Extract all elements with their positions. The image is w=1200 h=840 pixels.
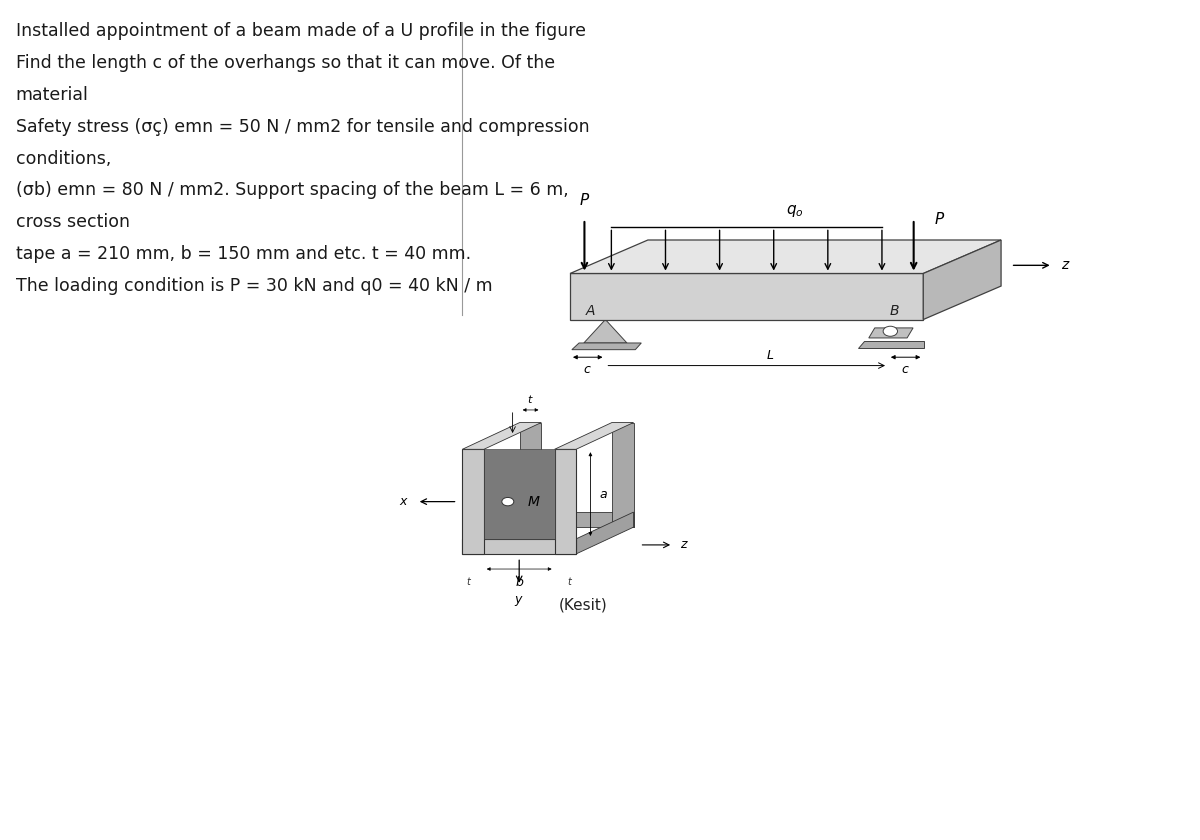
Polygon shape [576, 512, 634, 554]
Polygon shape [520, 423, 541, 528]
Text: $z$: $z$ [1061, 259, 1070, 272]
Text: $z$: $z$ [680, 538, 689, 551]
Text: tape a = 210 mm, b = 150 mm and etc. t = 40 mm.: tape a = 210 mm, b = 150 mm and etc. t =… [16, 245, 470, 263]
Text: $L$: $L$ [767, 349, 775, 362]
Text: $B$: $B$ [888, 304, 899, 318]
Text: $t$: $t$ [566, 575, 572, 587]
Text: $P$: $P$ [935, 212, 946, 228]
Text: $y$: $y$ [515, 594, 524, 608]
Polygon shape [484, 449, 554, 539]
Polygon shape [554, 423, 634, 449]
Text: cross section: cross section [16, 213, 130, 231]
Text: conditions,: conditions, [16, 150, 112, 167]
Polygon shape [570, 274, 923, 319]
Text: (σb) emn = 80 N / mm2. Support spacing of the beam L = 6 m,: (σb) emn = 80 N / mm2. Support spacing o… [16, 181, 569, 199]
Circle shape [883, 326, 898, 336]
Text: $q_o$: $q_o$ [786, 203, 803, 219]
Text: $x$: $x$ [398, 495, 408, 508]
Text: $b$: $b$ [515, 575, 524, 589]
Text: $M$: $M$ [527, 495, 540, 509]
Polygon shape [858, 341, 924, 348]
Text: Find the length c of the overhangs so that it can move. Of the: Find the length c of the overhangs so th… [16, 54, 554, 72]
Text: Installed appointment of a beam made of a U profile in the figure: Installed appointment of a beam made of … [16, 23, 586, 40]
Text: Safety stress (σç) emn = 50 N / mm2 for tensile and compression: Safety stress (σç) emn = 50 N / mm2 for … [16, 118, 589, 136]
Polygon shape [612, 423, 634, 528]
Polygon shape [462, 449, 484, 554]
Text: $c$: $c$ [583, 363, 592, 376]
Polygon shape [869, 328, 913, 338]
Polygon shape [570, 240, 1001, 274]
Polygon shape [572, 343, 641, 349]
Text: $A$: $A$ [586, 304, 596, 318]
Text: $t$: $t$ [466, 575, 472, 587]
Text: (Kesit): (Kesit) [559, 597, 607, 612]
Polygon shape [584, 319, 626, 343]
Text: $a$: $a$ [599, 487, 607, 501]
Polygon shape [554, 449, 576, 554]
Polygon shape [520, 512, 634, 528]
Text: $P$: $P$ [578, 192, 590, 208]
Text: The loading condition is P = 30 kN and q0 = 40 kN / m: The loading condition is P = 30 kN and q… [16, 277, 492, 295]
Text: material: material [16, 86, 89, 104]
Polygon shape [923, 240, 1001, 319]
Circle shape [502, 497, 514, 506]
Polygon shape [462, 539, 576, 554]
Text: $t$: $t$ [527, 393, 534, 405]
Polygon shape [462, 423, 541, 449]
Text: $c$: $c$ [901, 363, 910, 376]
